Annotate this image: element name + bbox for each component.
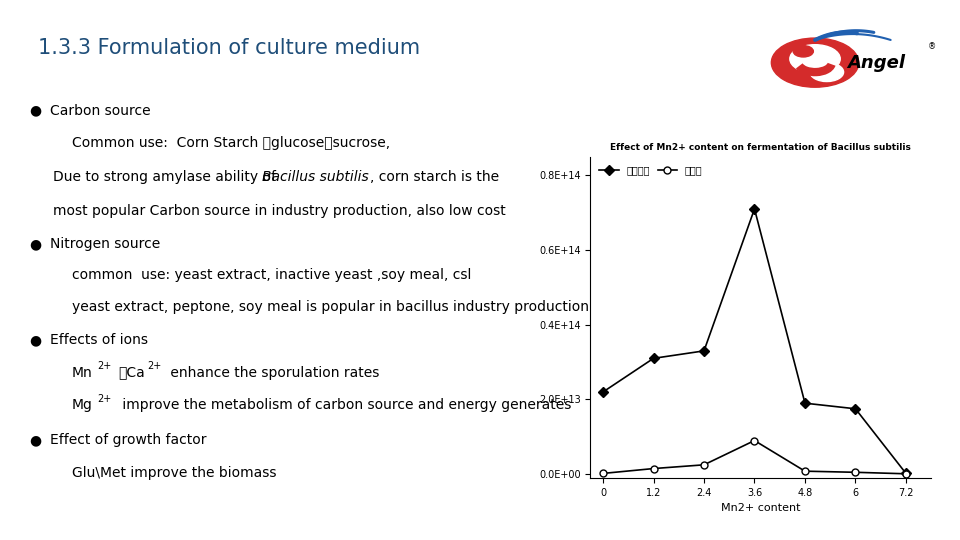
芽孢数 [850,469,861,476]
Text: ●: ● [29,104,41,118]
Circle shape [790,45,840,73]
Text: , corn starch is the: , corn starch is the [370,170,499,184]
Line: 芽孢数: 芽孢数 [600,437,909,477]
Circle shape [810,63,844,82]
芽孢数 [597,470,609,477]
Title: Effect of Mn2+ content on fermentation of Bacillus subtilis: Effect of Mn2+ content on fermentation o… [611,143,911,152]
Text: Common use:  Corn Starch 、glucose、sucrose,: Common use: Corn Starch 、glucose、sucrose… [72,136,390,150]
细菌总数 [698,348,709,354]
Text: ®: ® [927,42,936,51]
Text: Mg: Mg [72,398,93,412]
Line: 细菌总数: 细菌总数 [600,205,909,477]
细菌总数 [749,206,760,212]
Text: Due to strong amylase ability of: Due to strong amylase ability of [53,170,280,184]
芽孢数 [749,437,760,444]
Text: ●: ● [29,433,41,447]
芽孢数 [800,468,811,475]
细菌总数 [597,389,609,395]
Circle shape [793,45,813,57]
Text: improve the metabolism of carbon source and energy generates: improve the metabolism of carbon source … [118,398,571,412]
Text: Effects of ions: Effects of ions [50,333,148,347]
Text: most popular Carbon source in industry production, also low cost: most popular Carbon source in industry p… [53,204,506,218]
Text: Bacillus subtilis: Bacillus subtilis [262,170,369,184]
Text: 2+: 2+ [97,361,111,371]
Text: 2+: 2+ [97,394,111,403]
细菌总数 [900,470,912,477]
Text: 1.3.3 Formulation of culture medium: 1.3.3 Formulation of culture medium [38,38,420,58]
Text: Carbon source: Carbon source [50,104,151,118]
Text: Glu\Met improve the biomass: Glu\Met improve the biomass [72,465,276,480]
Text: Mn: Mn [72,366,93,380]
细菌总数 [850,406,861,412]
Text: Effect of growth factor: Effect of growth factor [50,433,206,447]
Text: ●: ● [29,333,41,347]
Text: Nitrogen source: Nitrogen source [50,237,160,251]
Text: Angel: Angel [847,53,905,72]
Circle shape [772,38,859,87]
Legend: 细菌总数, 芽孢数: 细菌总数, 芽孢数 [595,161,707,179]
Text: yeast extract, peptone, soy meal is popular in bacillus industry production: yeast extract, peptone, soy meal is popu… [72,300,589,314]
Text: 、Ca: 、Ca [118,366,145,380]
Text: common  use: yeast extract, inactive yeast ,soy meal, csl: common use: yeast extract, inactive yeas… [72,268,471,282]
细菌总数 [648,355,660,362]
Text: 2+: 2+ [147,361,161,371]
细菌总数 [800,400,811,407]
芽孢数 [648,465,660,472]
Text: enhance the sporulation rates: enhance the sporulation rates [166,366,379,380]
芽孢数 [900,470,912,477]
芽孢数 [698,462,709,468]
X-axis label: Mn2+ content: Mn2+ content [721,503,801,513]
Text: ●: ● [29,237,41,251]
